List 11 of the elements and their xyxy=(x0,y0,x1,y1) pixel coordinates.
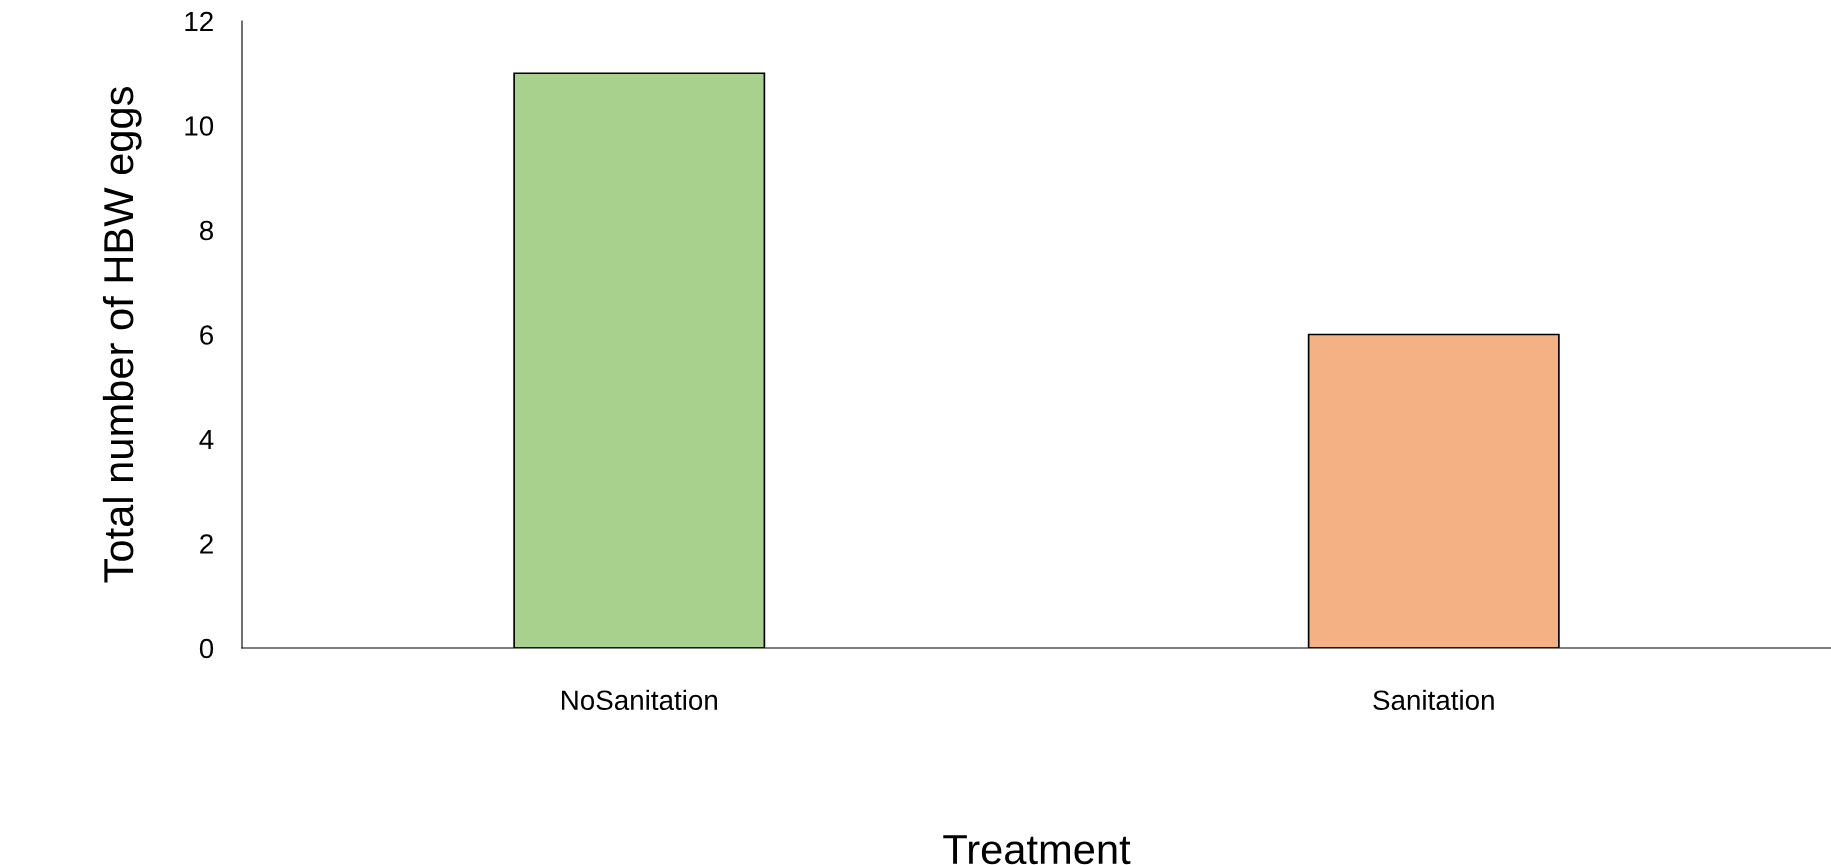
y-tick-label: 4 xyxy=(199,429,214,450)
x-tick-label: Sanitation xyxy=(1373,689,1494,711)
x-axis-title: Treatment xyxy=(943,835,1131,865)
y-tick-label: 12 xyxy=(185,11,213,32)
y-tick-label: 10 xyxy=(185,116,214,136)
x-tick-label: NoSanitation xyxy=(562,689,717,711)
y-tick-label: 0 xyxy=(199,638,214,659)
y-tick-label: 8 xyxy=(199,220,214,241)
y-axis-title: Total number of HBW eggs xyxy=(102,87,142,583)
y-tick-label: 6 xyxy=(200,325,213,345)
y-tick-label: 2 xyxy=(200,534,213,554)
